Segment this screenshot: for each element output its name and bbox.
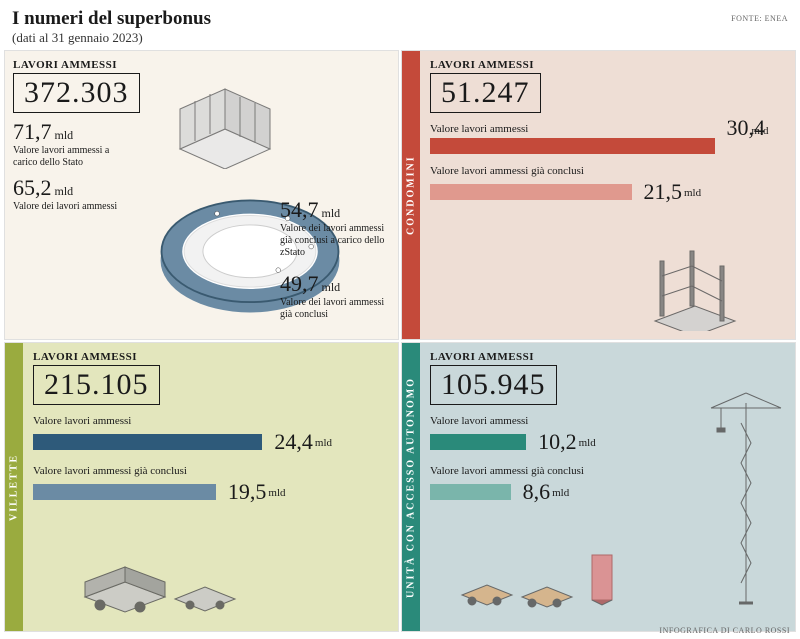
- bar-label: Valore lavori ammessi: [430, 415, 785, 427]
- panel-autonomo: UNITÀ CON ACCESSO AUTONOMO LAVORI AMMESS…: [401, 342, 796, 632]
- stat-0: 71,7mld Valore lavori ammessi a carico d…: [13, 119, 143, 169]
- autonomo-cat-label: LAVORI AMMESSI: [430, 351, 785, 363]
- bar-label: Valore lavori ammessi già conclusi: [430, 465, 785, 477]
- scaffold-icon: [615, 221, 765, 331]
- header: I numeri del superbonus (dati al 31 genn…: [0, 0, 800, 50]
- villette-count: 215.105: [33, 365, 160, 405]
- page-title: I numeri del superbonus: [12, 8, 211, 30]
- footer-credit: INFOGRAFICA DI CARLO ROSSI: [659, 626, 790, 635]
- villette-cat-label: LAVORI AMMESSI: [33, 351, 388, 363]
- panel-villette: VILLETTE LAVORI AMMESSI 215.105 Valore l…: [4, 342, 399, 632]
- source-label: FONTE: ENEA: [731, 8, 788, 23]
- tab-autonomo: UNITÀ CON ACCESSO AUTONOMO: [402, 343, 420, 631]
- bar: [430, 184, 632, 200]
- total-cat-label: LAVORI AMMESSI: [13, 59, 143, 71]
- bar-label: Valore lavori ammessi già conclusi: [430, 165, 785, 177]
- trucks-icon: [65, 527, 265, 627]
- tab-condomini: CONDOMINI: [402, 51, 420, 339]
- condomini-count: 51.247: [430, 73, 541, 113]
- equipment-icon: [442, 535, 642, 625]
- stat-2: 54,7mld Valore dei lavori ammessi già co…: [280, 197, 390, 259]
- building-icon: [150, 59, 300, 169]
- bar-label: Valore lavori ammessi: [33, 415, 388, 427]
- bar: [430, 434, 526, 450]
- bar: [33, 434, 262, 450]
- page-subtitle: (dati al 31 gennaio 2023): [12, 30, 211, 46]
- bar-label: Valore lavori ammessi già conclusi: [33, 465, 388, 477]
- panel-condomini: CONDOMINI LAVORI AMMESSI 51.247 Valore l…: [401, 50, 796, 340]
- condomini-cat-label: LAVORI AMMESSI: [430, 59, 785, 71]
- bar: [430, 138, 715, 154]
- bar: [430, 484, 511, 500]
- panels-grid: LAVORI AMMESSI 372.303 71,7mld Valore la…: [0, 50, 800, 632]
- total-count: 372.303: [13, 73, 140, 113]
- stat-3: 49,7mld Valore dei lavori ammessi già co…: [280, 271, 390, 321]
- panel-total: LAVORI AMMESSI 372.303 71,7mld Valore la…: [4, 50, 399, 340]
- tab-villette: VILLETTE: [5, 343, 23, 631]
- bar: [33, 484, 216, 500]
- autonomo-count: 105.945: [430, 365, 557, 405]
